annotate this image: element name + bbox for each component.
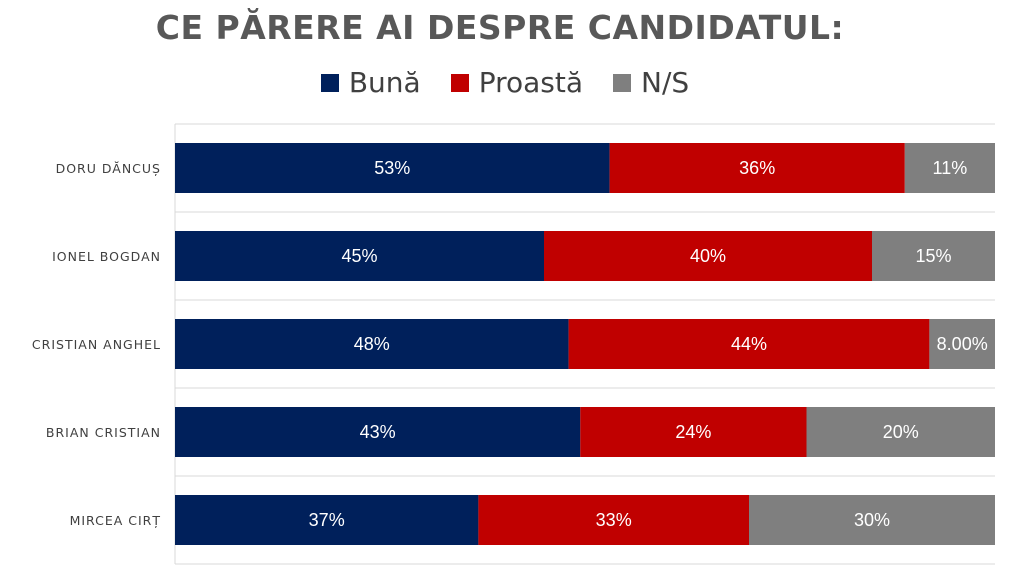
data-label: 45% <box>341 246 377 266</box>
bar-segment-proast- <box>544 231 872 281</box>
data-label: 37% <box>309 510 345 530</box>
category-label: MIRCEA CIRȚ <box>70 513 161 528</box>
bar-segment-n-s <box>749 495 995 545</box>
bar-segment-bun- <box>175 231 544 281</box>
data-label: 11% <box>933 158 968 178</box>
data-label: 40% <box>690 246 726 266</box>
data-label: 24% <box>675 422 711 442</box>
bar-segment-n-s <box>806 407 995 457</box>
bar-segment-proast- <box>609 143 905 193</box>
legend-swatch-buna <box>320 73 339 92</box>
category-label: BRIAN CRISTIAN <box>46 425 161 440</box>
legend-item-proasta: Proastă <box>450 66 583 99</box>
data-label: 44% <box>731 334 767 354</box>
bar-segment-bun- <box>175 143 610 193</box>
bar-segment-bun- <box>175 319 569 369</box>
data-label: 15% <box>915 246 951 266</box>
chart-legend: Bună Proastă N/S <box>0 66 1010 99</box>
bar-segment-n-s <box>929 319 995 369</box>
legend-label-proasta: Proastă <box>478 66 583 99</box>
data-label: 20% <box>883 422 919 442</box>
legend-item-buna: Bună <box>320 66 421 99</box>
category-label: IONEL BOGDAN <box>52 249 161 264</box>
category-label: CRISTIAN ANGHEL <box>32 337 161 352</box>
legend-swatch-ns <box>613 73 631 92</box>
bar-segment-proast- <box>478 495 749 545</box>
legend-swatch-proasta <box>450 73 469 92</box>
category-label: DORU DĂNCUȘ <box>56 161 161 176</box>
bar-segment-bun- <box>175 495 479 545</box>
data-label: 48% <box>354 334 390 354</box>
legend-label-buna: Bună <box>348 66 421 99</box>
data-label: 43% <box>360 422 396 442</box>
legend-label-ns: N/S <box>641 66 690 99</box>
bar-segment-n-s <box>904 143 995 193</box>
bar-segment-proast- <box>568 319 930 369</box>
data-label: 30% <box>854 510 890 530</box>
chart-title: CE PĂRERE AI DESPRE CANDIDATUL: <box>155 8 845 47</box>
legend-item-ns: N/S <box>613 66 689 99</box>
bar-segment-bun- <box>175 407 581 457</box>
data-label: 36% <box>739 158 775 178</box>
bar-segment-proast- <box>580 407 807 457</box>
bar-segment-n-s <box>872 231 995 281</box>
data-label: 53% <box>374 158 410 178</box>
data-label: 33% <box>596 510 632 530</box>
data-label: 8.00% <box>937 334 988 354</box>
